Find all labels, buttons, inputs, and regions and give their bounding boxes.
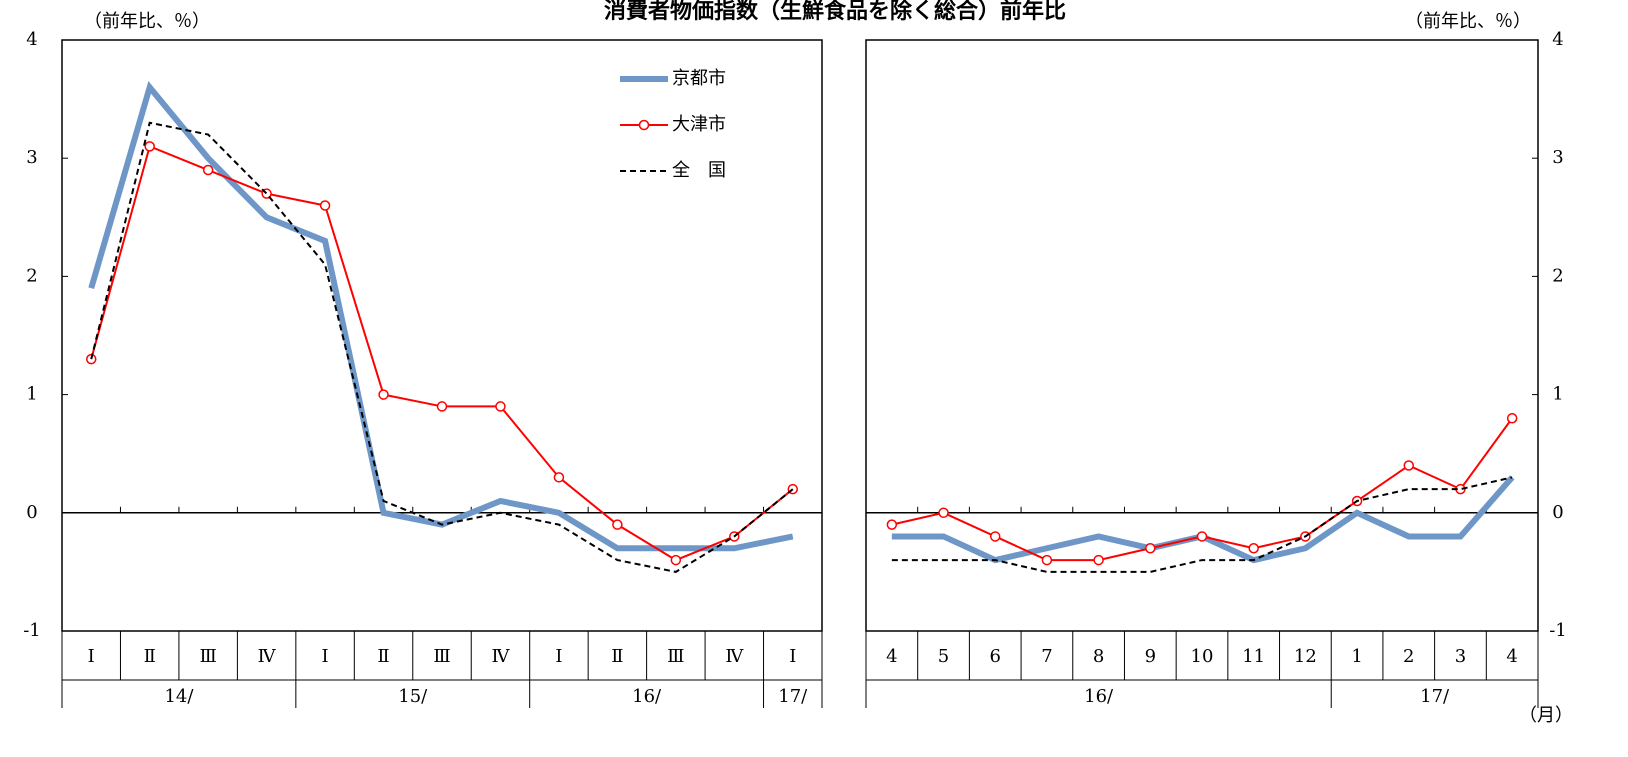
x-tick-label: 9 <box>1145 646 1156 667</box>
series-marker <box>1093 554 1104 566</box>
x-group-label: 16/ <box>632 686 662 707</box>
x-tick-label: 8 <box>1093 646 1104 667</box>
x-tick-label: 10 <box>1191 646 1214 667</box>
series-marker <box>670 554 682 566</box>
y-tick-label: 4 <box>26 29 37 50</box>
x-tick-label: Ⅱ <box>377 646 389 667</box>
x-tick-label: Ⅰ <box>322 646 329 667</box>
x-tick-label: 7 <box>1041 646 1052 667</box>
x-tick-label: 4 <box>1506 646 1517 667</box>
series-line <box>88 80 794 552</box>
legend-label: 全 国 <box>672 160 726 181</box>
series-marker <box>202 164 214 176</box>
y-tick-label: 0 <box>26 502 37 523</box>
x-group-label: 14/ <box>164 686 194 707</box>
y-tick-label: -1 <box>23 620 41 641</box>
series-marker <box>1248 543 1259 554</box>
x-axis-label: （月） <box>1519 705 1573 726</box>
series-line <box>891 475 1515 564</box>
y-tick-label: 1 <box>1552 384 1563 405</box>
y-tick-label: -1 <box>1549 620 1567 641</box>
legend-label: 京都市 <box>672 68 726 89</box>
series-marker <box>989 531 1001 542</box>
series-marker <box>378 389 389 400</box>
y-tick-label: 2 <box>1552 265 1563 286</box>
y-tick-label: 2 <box>26 265 37 286</box>
series-marker <box>144 141 155 152</box>
series-marker <box>1041 554 1053 566</box>
y-tick-label: 3 <box>26 147 37 168</box>
y-tick-label: 1 <box>26 384 37 405</box>
x-tick-label: Ⅰ <box>789 646 796 667</box>
legend-marker <box>638 119 650 131</box>
series-marker <box>1145 543 1156 554</box>
x-tick-label: 11 <box>1242 646 1265 667</box>
y-tick-label: 0 <box>1552 502 1563 523</box>
x-tick-label: 2 <box>1403 646 1414 667</box>
x-group-label: 17/ <box>1420 686 1450 707</box>
series-marker <box>553 472 565 483</box>
plot-frame <box>865 39 1539 632</box>
x-tick-label: 3 <box>1455 646 1466 667</box>
x-tick-label: Ⅰ <box>88 646 95 667</box>
x-tick-label: Ⅳ <box>725 646 744 667</box>
x-group-label: 15/ <box>398 686 428 707</box>
x-group-label: 16/ <box>1084 686 1114 707</box>
x-tick-label: 12 <box>1294 646 1317 667</box>
chart-title: 消費者物価指数（生鮮食品を除く総合）前年比 <box>604 0 1066 24</box>
x-tick-label: Ⅱ <box>611 646 623 667</box>
x-tick-label: 6 <box>990 646 1001 667</box>
series-marker <box>1403 460 1415 471</box>
x-tick-label: Ⅳ <box>491 646 510 667</box>
x-tick-label: Ⅱ <box>144 646 156 667</box>
y-axis-label: （前年比、％） <box>84 11 210 32</box>
y-tick-label: 3 <box>1552 147 1563 168</box>
y-axis-label: （前年比、％） <box>1405 11 1531 32</box>
x-tick-label: 5 <box>938 646 949 667</box>
series-marker <box>938 507 949 519</box>
series-marker <box>612 519 623 530</box>
x-tick-label: Ⅲ <box>667 646 684 667</box>
legend-label: 大津市 <box>672 114 726 135</box>
series-marker <box>436 401 448 412</box>
series-marker <box>495 401 506 412</box>
x-tick-label: Ⅲ <box>199 646 216 667</box>
x-tick-label: Ⅳ <box>258 646 277 667</box>
x-tick-label: 1 <box>1351 646 1362 667</box>
series-marker <box>319 200 331 211</box>
series-line <box>891 476 1513 573</box>
x-group-label: 17/ <box>778 686 808 707</box>
series-line <box>90 145 794 562</box>
series-marker <box>886 519 898 530</box>
series-marker <box>1506 412 1518 424</box>
series-marker <box>1196 531 1208 542</box>
plot-frame <box>61 39 823 632</box>
series-line <box>90 121 794 573</box>
y-tick-label: 4 <box>1552 29 1563 50</box>
x-tick-label: 4 <box>886 646 897 667</box>
x-tick-label: Ⅲ <box>433 646 450 667</box>
x-tick-label: Ⅰ <box>555 646 562 667</box>
